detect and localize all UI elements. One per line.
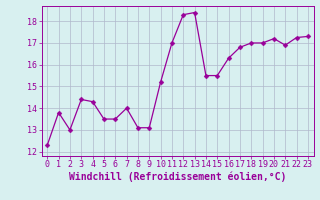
X-axis label: Windchill (Refroidissement éolien,°C): Windchill (Refroidissement éolien,°C) (69, 172, 286, 182)
